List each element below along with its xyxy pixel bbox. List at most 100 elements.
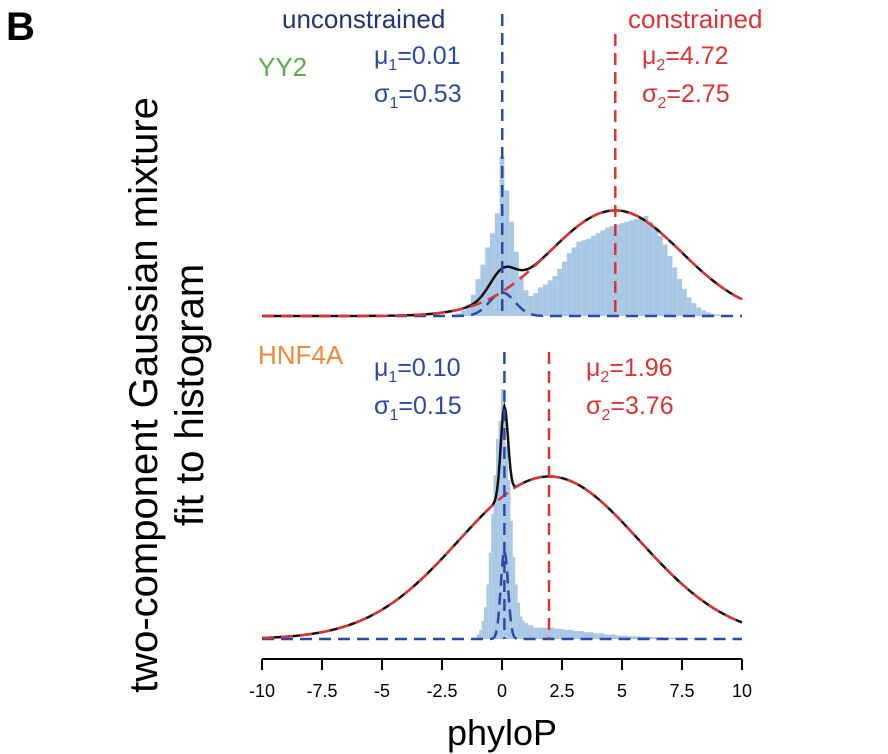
histogram-bar <box>515 584 518 639</box>
histogram-bar <box>496 439 499 639</box>
sigma1-subscript: 1 <box>389 407 398 424</box>
histogram-bar <box>499 156 505 316</box>
mu2-subscript: 2 <box>600 369 609 386</box>
histogram-bar <box>554 628 565 639</box>
sigma1-annotation-hnf4a: σ1=0.15 <box>374 392 462 424</box>
histogram-bar <box>583 632 594 639</box>
constrained-header: constrained <box>628 4 762 34</box>
histogram-bar <box>664 637 676 639</box>
histogram-bar <box>715 314 721 316</box>
mu1-symbol: μ <box>374 354 388 382</box>
histogram-bar <box>574 631 584 639</box>
histogram-bar <box>523 290 529 316</box>
histogram-bar <box>576 241 582 316</box>
histogram-bar <box>509 221 514 316</box>
histogram-bar <box>605 227 610 316</box>
histogram-bar <box>517 602 520 639</box>
histogram-bar <box>490 233 495 316</box>
sigma1-symbol: σ <box>374 392 390 420</box>
histogram-bar <box>604 634 616 639</box>
x-tick-label: -7.5 <box>306 681 337 701</box>
y-axis-label-line1: two-component Gaussian mixture <box>122 97 166 693</box>
panel-letter: B <box>6 5 35 49</box>
mu2-annotation-hnf4a: μ2=1.96 <box>586 354 673 386</box>
histogram-bar <box>461 310 466 316</box>
histogram-bar <box>498 420 501 639</box>
histogram-bar <box>629 220 634 316</box>
histogram-bar <box>592 633 604 639</box>
x-axis: -10 -7.5 -5 -2.5 0 2.5 5 7.5 10 <box>249 658 752 701</box>
sigma1-value: =0.15 <box>398 392 461 420</box>
mu1-subscript: 1 <box>388 57 397 74</box>
mu2-value: =1.96 <box>609 354 672 382</box>
sigma2-annotation-yy2: σ2=2.75 <box>642 80 730 112</box>
histogram-bar <box>542 627 548 639</box>
histogram-bar <box>648 221 654 316</box>
mu1-symbol: μ <box>374 42 388 70</box>
histogram-bar <box>706 312 711 316</box>
histogram-bar <box>672 267 678 316</box>
histogram-bar <box>505 445 508 639</box>
histogram-bar <box>667 256 673 316</box>
mu2-value: =4.72 <box>665 42 728 70</box>
histogram-bar <box>466 304 471 316</box>
histogram-bar <box>552 276 558 316</box>
histogram-bar <box>456 313 462 316</box>
histogram-bar <box>547 280 553 316</box>
histogram-bar <box>512 557 516 639</box>
x-tick-label: 10 <box>732 681 752 701</box>
histogram-bar <box>518 276 524 316</box>
sigma2-annotation-hnf4a: σ2=3.76 <box>586 392 674 424</box>
histogram-bar <box>480 264 486 316</box>
histogram-bar <box>610 226 615 316</box>
histogram-bar <box>586 238 591 316</box>
mu2-symbol: μ <box>586 354 600 382</box>
histogram-bar <box>600 230 606 316</box>
histogram-bar <box>510 520 513 639</box>
histogram-bar <box>571 247 577 316</box>
sigma1-value: =0.53 <box>398 80 461 108</box>
histogram-bar <box>614 224 620 316</box>
histogram-bar <box>504 190 510 316</box>
annotations-yy2: μ1=0.01 σ1=0.53 μ2=4.72 σ2=2.75 <box>374 42 730 112</box>
sigma1-subscript: 1 <box>389 95 398 112</box>
unconstrained-header: unconstrained <box>282 4 445 34</box>
histogram-bar <box>658 236 663 316</box>
mu2-annotation-yy2: μ2=4.72 <box>642 42 729 74</box>
histogram-bar <box>634 218 639 316</box>
panel-label-hnf4a: HNF4A <box>258 340 344 370</box>
histogram-bar <box>493 475 496 639</box>
histogram-bar <box>590 236 596 316</box>
histogram-bar <box>542 284 548 316</box>
x-tick-label: -5 <box>374 681 390 701</box>
histogram-bar <box>486 584 489 639</box>
histogram-bar <box>564 629 574 639</box>
histogram-bar <box>595 233 601 316</box>
mu1-annotation-hnf4a: μ1=0.10 <box>374 354 461 386</box>
sigma2-symbol: σ <box>586 392 602 420</box>
histogram-bar <box>494 213 500 316</box>
histogram-bar <box>500 389 504 639</box>
histogram-bar <box>481 620 484 639</box>
histogram-bar <box>491 514 494 639</box>
histogram-bar <box>691 303 697 316</box>
sigma2-symbol: σ <box>642 80 658 108</box>
histogram-bar <box>520 616 523 639</box>
histogram-yy2 <box>451 156 740 316</box>
histogram-bar <box>677 278 682 316</box>
x-tick-label: 5 <box>617 681 627 701</box>
sigma1-symbol: σ <box>374 80 390 108</box>
histogram-bar <box>566 253 572 316</box>
x-ticks: -10 -7.5 -5 -2.5 0 2.5 5 7.5 10 <box>249 659 752 701</box>
histogram-bar <box>619 223 625 316</box>
histogram-bar <box>686 297 692 316</box>
sigma2-subscript: 2 <box>657 95 666 112</box>
sigma2-subscript: 2 <box>601 407 610 424</box>
histogram-bar <box>682 288 687 316</box>
histogram-bar <box>476 634 480 639</box>
histogram-bar <box>514 251 519 316</box>
y-axis-label: two-component Gaussian mixture fit to hi… <box>122 97 212 693</box>
histogram-bar <box>484 607 487 639</box>
x-tick-label: -2.5 <box>426 681 457 701</box>
